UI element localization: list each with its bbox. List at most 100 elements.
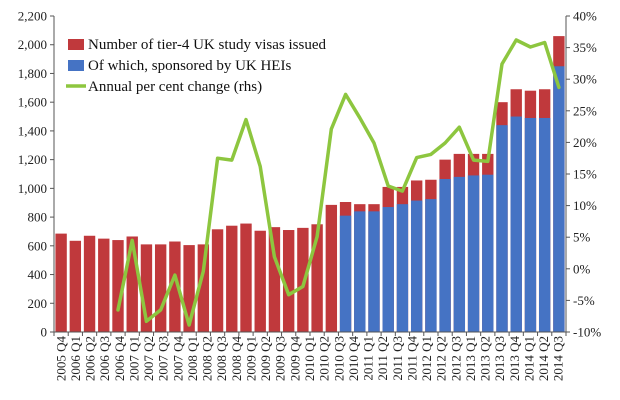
x-tick-label: 2007 Q1: [126, 336, 141, 381]
x-tick-label: 2010 Q4: [346, 336, 361, 382]
bar-total: [254, 230, 266, 332]
bar-total: [112, 240, 124, 332]
bars-hei-series: [339, 66, 565, 333]
legend-swatch-hei: [68, 60, 84, 71]
legend: Number of tier-4 UK study visas issued O…: [66, 37, 327, 95]
x-tick-label: 2008 Q2: [200, 336, 215, 381]
right-tick-label: 35%: [573, 40, 597, 55]
x-tick-label: 2009 Q1: [243, 336, 258, 381]
legend-label-hei: Of which, sponsored by UK HEIs: [88, 58, 291, 74]
bar-hei: [524, 117, 537, 333]
bar-total: [183, 245, 195, 332]
x-tick-label: 2013 Q4: [507, 336, 522, 382]
x-tick-label: 2011 Q4: [404, 336, 419, 381]
right-tick-label: 25%: [573, 103, 597, 118]
line-series-layer: [116, 38, 561, 327]
bar-total: [226, 225, 238, 332]
bar-total: [240, 223, 252, 332]
line-annual-change: [116, 38, 561, 327]
x-tick-label: 2010 Q3: [331, 336, 346, 381]
bar-total: [197, 244, 210, 332]
bar-hei: [382, 207, 394, 332]
x-tick-label: 2008 Q3: [214, 336, 229, 381]
x-tick-label: 2011 Q1: [361, 336, 376, 381]
bar-total: [211, 229, 224, 332]
x-tick-label: 2012 Q2: [434, 336, 449, 381]
x-tick-label: 2006 Q1: [68, 336, 83, 381]
x-tick-label: 2008 Q1: [185, 336, 200, 381]
left-tick-label: 1,400: [18, 123, 47, 138]
bar-hei: [439, 179, 451, 332]
bar-total: [268, 227, 281, 332]
bar-total: [282, 230, 295, 332]
legend-label-total: Number of tier-4 UK study visas issued: [88, 37, 327, 53]
left-tick-label: 2,000: [18, 37, 47, 52]
x-tick-label: 2009 Q3: [273, 336, 288, 381]
x-tick-label: 2014 Q3: [551, 336, 566, 381]
x-tick-label: 2009 Q4: [287, 336, 302, 382]
right-tick-label: -10%: [573, 325, 601, 340]
left-tick-label: 1,000: [18, 181, 47, 196]
bar-hei: [538, 117, 551, 333]
bar-hei: [467, 175, 480, 332]
x-tick-label: 2009 Q2: [258, 336, 273, 381]
left-tick-label: 1,800: [18, 66, 47, 81]
x-tick-label: 2005 Q4: [53, 336, 68, 382]
bar-total: [69, 240, 82, 332]
legend-swatch-total: [68, 39, 84, 50]
bar-hei: [496, 125, 508, 332]
bar-total: [126, 236, 138, 332]
bar-hei: [553, 66, 565, 332]
bar-hei: [410, 200, 423, 332]
left-tick-label: 400: [28, 267, 48, 282]
left-tick-label: 0: [41, 325, 48, 340]
x-tick-label: 2014 Q1: [521, 336, 536, 381]
x-tick-label: 2006 Q4: [112, 336, 127, 382]
x-tick-label: 2011 Q2: [375, 336, 390, 381]
x-tick-label: 2010 Q2: [317, 336, 332, 381]
bar-total: [297, 227, 309, 332]
bar-hei: [453, 176, 466, 332]
bar-total: [83, 235, 96, 332]
bar-hei: [510, 116, 522, 332]
bar-hei: [354, 211, 366, 332]
left-tick-label: 200: [28, 296, 48, 311]
x-tick-label: 2008 Q4: [229, 336, 244, 382]
x-tick-label: 2012 Q1: [419, 336, 434, 381]
left-tick-label: 600: [28, 238, 48, 253]
right-tick-label: 0%: [573, 261, 591, 276]
bar-hei: [482, 174, 494, 332]
legend-label-change: Annual per cent change (rhs): [88, 79, 262, 95]
right-tick-label: -5%: [573, 293, 595, 308]
right-tick-label: 30%: [573, 72, 597, 87]
bar-hei: [396, 204, 409, 332]
bar-total: [55, 233, 67, 332]
bar-total: [311, 224, 323, 332]
x-axis-ticks: 2005 Q4 2006 Q1 2006 Q2 2006 Q3 2006 Q4 2007 …: [53, 332, 567, 382]
right-tick-label: 5%: [573, 230, 591, 245]
x-tick-label: 2013 Q2: [478, 336, 493, 381]
right-tick-label: 20%: [573, 135, 597, 150]
bar-hei: [368, 211, 380, 332]
x-tick-label: 2011 Q3: [390, 336, 405, 381]
x-tick-label: 2007 Q4: [170, 336, 185, 382]
left-tick-label: 1,200: [18, 152, 47, 167]
x-tick-label: 2010 Q1: [302, 336, 317, 381]
bar-total: [140, 244, 153, 332]
left-axis-ticks: 0 200 400 600 800 1,000 1,200 1,400 1,600 1,800 2,…: [18, 9, 54, 340]
bar-total: [325, 204, 338, 332]
right-axis-ticks: -10% -5% 0% 5% 10% 15% 20% 25% 30% 35% 40%: [566, 9, 601, 340]
bar-total: [154, 244, 167, 332]
bar-hei: [339, 215, 352, 332]
bar-hei: [425, 199, 437, 332]
left-tick-label: 2,200: [18, 9, 47, 24]
x-tick-label: 2013 Q3: [492, 336, 507, 381]
x-tick-label: 2006 Q3: [97, 336, 112, 381]
x-tick-label: 2013 Q1: [463, 336, 478, 381]
x-tick-label: 2014 Q2: [536, 336, 551, 381]
x-tick-label: 2006 Q2: [83, 336, 98, 381]
bar-total: [98, 238, 110, 332]
x-tick-label: 2007 Q2: [141, 336, 156, 381]
left-tick-label: 1,600: [18, 95, 47, 110]
